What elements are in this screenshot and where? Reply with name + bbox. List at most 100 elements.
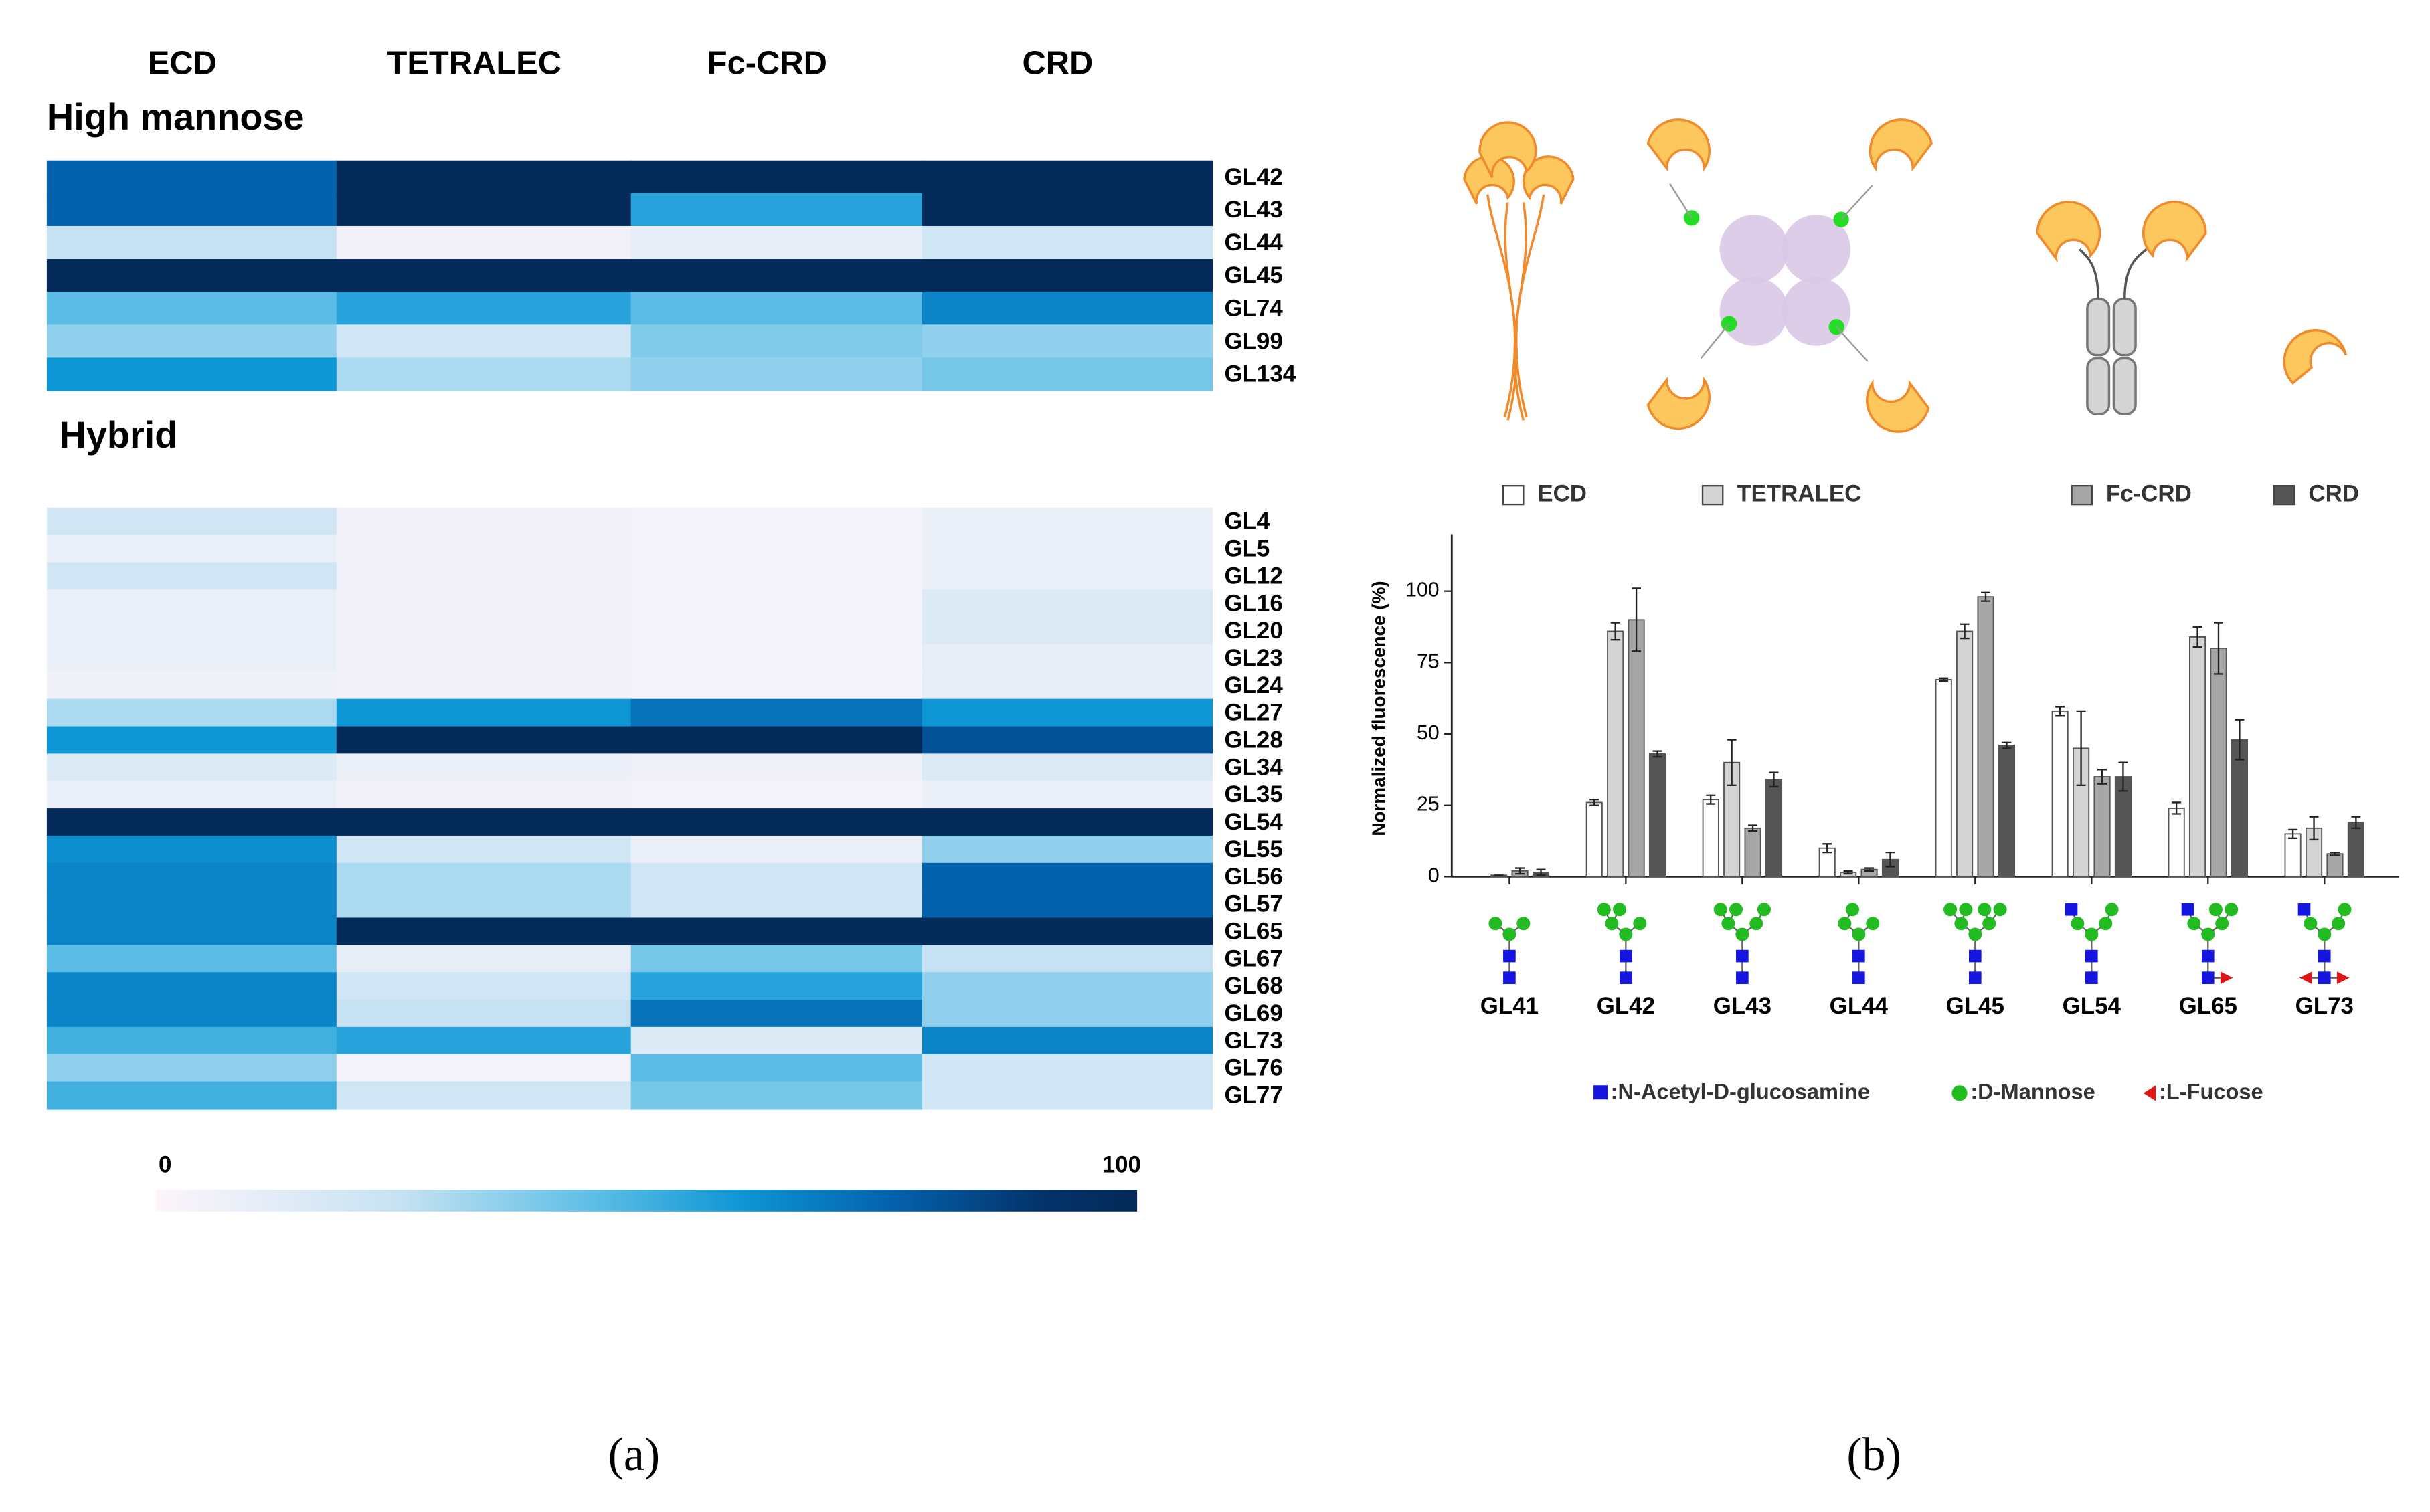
- glycan-glcnac: [2085, 971, 2098, 984]
- error-bar: [1939, 677, 1949, 682]
- crd-cartoon: [2283, 329, 2347, 385]
- heatmap-cell: [630, 324, 924, 359]
- y-tick-label: 0: [1428, 864, 1440, 886]
- glycan-icon: [2065, 903, 2119, 984]
- heatmap-cell: [46, 193, 337, 227]
- heatmap-cell: [336, 808, 632, 837]
- error-bar: [1632, 587, 1642, 652]
- glycan-mannose: [2071, 917, 2085, 931]
- row-label: GL12: [1224, 563, 1282, 589]
- error-bar: [1652, 750, 1662, 758]
- bar: [2284, 833, 2302, 878]
- heatmap-cell: [922, 726, 1213, 755]
- bar: [1702, 799, 1719, 878]
- x-tick-label: GL45: [1946, 993, 2004, 1019]
- heatmap-cell: [630, 972, 924, 1001]
- heatmap-cell: [922, 1000, 1213, 1028]
- heatmap-cell: [336, 698, 632, 727]
- x-tick-label: GL44: [1830, 993, 1889, 1019]
- row-label: GL20: [1224, 618, 1282, 644]
- heatmap-cell: [46, 644, 337, 673]
- heatmap-cell: [922, 357, 1213, 391]
- bar: [1977, 596, 1994, 878]
- x-tick-label: GL65: [2179, 993, 2237, 1019]
- heatmap-cell: [630, 160, 924, 195]
- error-bar: [2235, 719, 2245, 761]
- row-label: GL28: [1224, 727, 1282, 753]
- heatmap-cell: [630, 753, 924, 782]
- glycan-icon: [1838, 903, 1880, 984]
- heatmap-cell: [336, 726, 632, 755]
- heatmap-cell: [336, 324, 632, 359]
- symbol-legend-label: :D-Mannose: [1970, 1080, 2095, 1104]
- heatmap-cell: [630, 671, 924, 700]
- heatmap-cell: [46, 259, 337, 293]
- legend-label: ECD: [1537, 480, 1587, 506]
- glycan-mannose: [1488, 917, 1502, 931]
- heatmap-cell: [336, 781, 632, 810]
- heatmap-cell: [922, 972, 1213, 1001]
- bar: [1744, 827, 1761, 878]
- heatmap-cell: [46, 160, 337, 195]
- heatmap-cell: [336, 1026, 632, 1055]
- ecd-cartoon: [1463, 121, 1575, 421]
- legend-label: Fc-CRD: [2106, 480, 2192, 506]
- heatmap-cell: [46, 589, 337, 618]
- heatmap-cell: [336, 835, 632, 864]
- colorbar: [155, 1190, 1138, 1212]
- heatmap-cell: [630, 617, 924, 646]
- heatmap-cell: [46, 1000, 337, 1028]
- heatmap-cell: [336, 507, 632, 536]
- glycan-mannose: [1954, 917, 1968, 931]
- row-label: GL74: [1224, 295, 1283, 321]
- glycan-glcnac: [1503, 949, 1516, 963]
- glycan-mannose: [1982, 917, 1996, 931]
- x-tick-label: GL42: [1597, 993, 1655, 1019]
- heatmap-cell: [922, 945, 1213, 973]
- heatmap-cell: [336, 917, 632, 946]
- glycan-glcnac: [2318, 949, 2331, 963]
- colorbar-tick-label: 0: [159, 1152, 171, 1178]
- bar: [1607, 630, 1624, 878]
- bar: [2210, 648, 2227, 878]
- row-label: GL44: [1224, 229, 1283, 256]
- heatmap-cell: [46, 1026, 337, 1055]
- heatmap-cell: [336, 259, 632, 293]
- glycan-mannose: [1619, 927, 1633, 941]
- glycan-mannose: [2099, 917, 2113, 931]
- row-label: GL65: [1224, 918, 1282, 944]
- heatmap-cell: [336, 225, 632, 260]
- heatmap-cell: [922, 160, 1213, 195]
- heatmap-cell: [630, 562, 924, 591]
- row-label: GL5: [1224, 536, 1270, 562]
- error-bar: [1822, 843, 1832, 854]
- x-tick-label: GL54: [2063, 993, 2121, 1019]
- glycan-mannose: [1749, 917, 1763, 931]
- symbol-fucose: [2143, 1085, 2156, 1101]
- heatmap-cell: [922, 193, 1213, 227]
- heatmap-cell: [46, 753, 337, 782]
- heatmap-cell: [630, 589, 924, 618]
- glycan-mannose: [1613, 903, 1627, 917]
- heatmap-cell: [922, 862, 1213, 891]
- heatmap-cell: [922, 507, 1213, 536]
- protein-cartoons: [1463, 118, 2347, 433]
- tetralec-cartoon: [1646, 118, 1933, 433]
- glycan-mannose: [2338, 903, 2352, 917]
- error-bar: [1610, 622, 1620, 641]
- glycan-mannose: [1729, 903, 1743, 917]
- error-bar: [1769, 771, 1779, 788]
- glycan-glcnac: [1736, 971, 1749, 984]
- heatmap-cell: [922, 917, 1213, 946]
- error-bar: [1589, 799, 1599, 806]
- error-bar: [2118, 761, 2128, 792]
- heatmap-cell: [630, 225, 924, 260]
- heatmap-cell: [922, 835, 1213, 864]
- row-label: GL134: [1224, 361, 1296, 387]
- glycan-glcnac: [2085, 949, 2098, 963]
- legend-label: CRD: [2308, 480, 2359, 506]
- bar: [1956, 630, 1974, 878]
- heatmap-cell: [922, 890, 1213, 919]
